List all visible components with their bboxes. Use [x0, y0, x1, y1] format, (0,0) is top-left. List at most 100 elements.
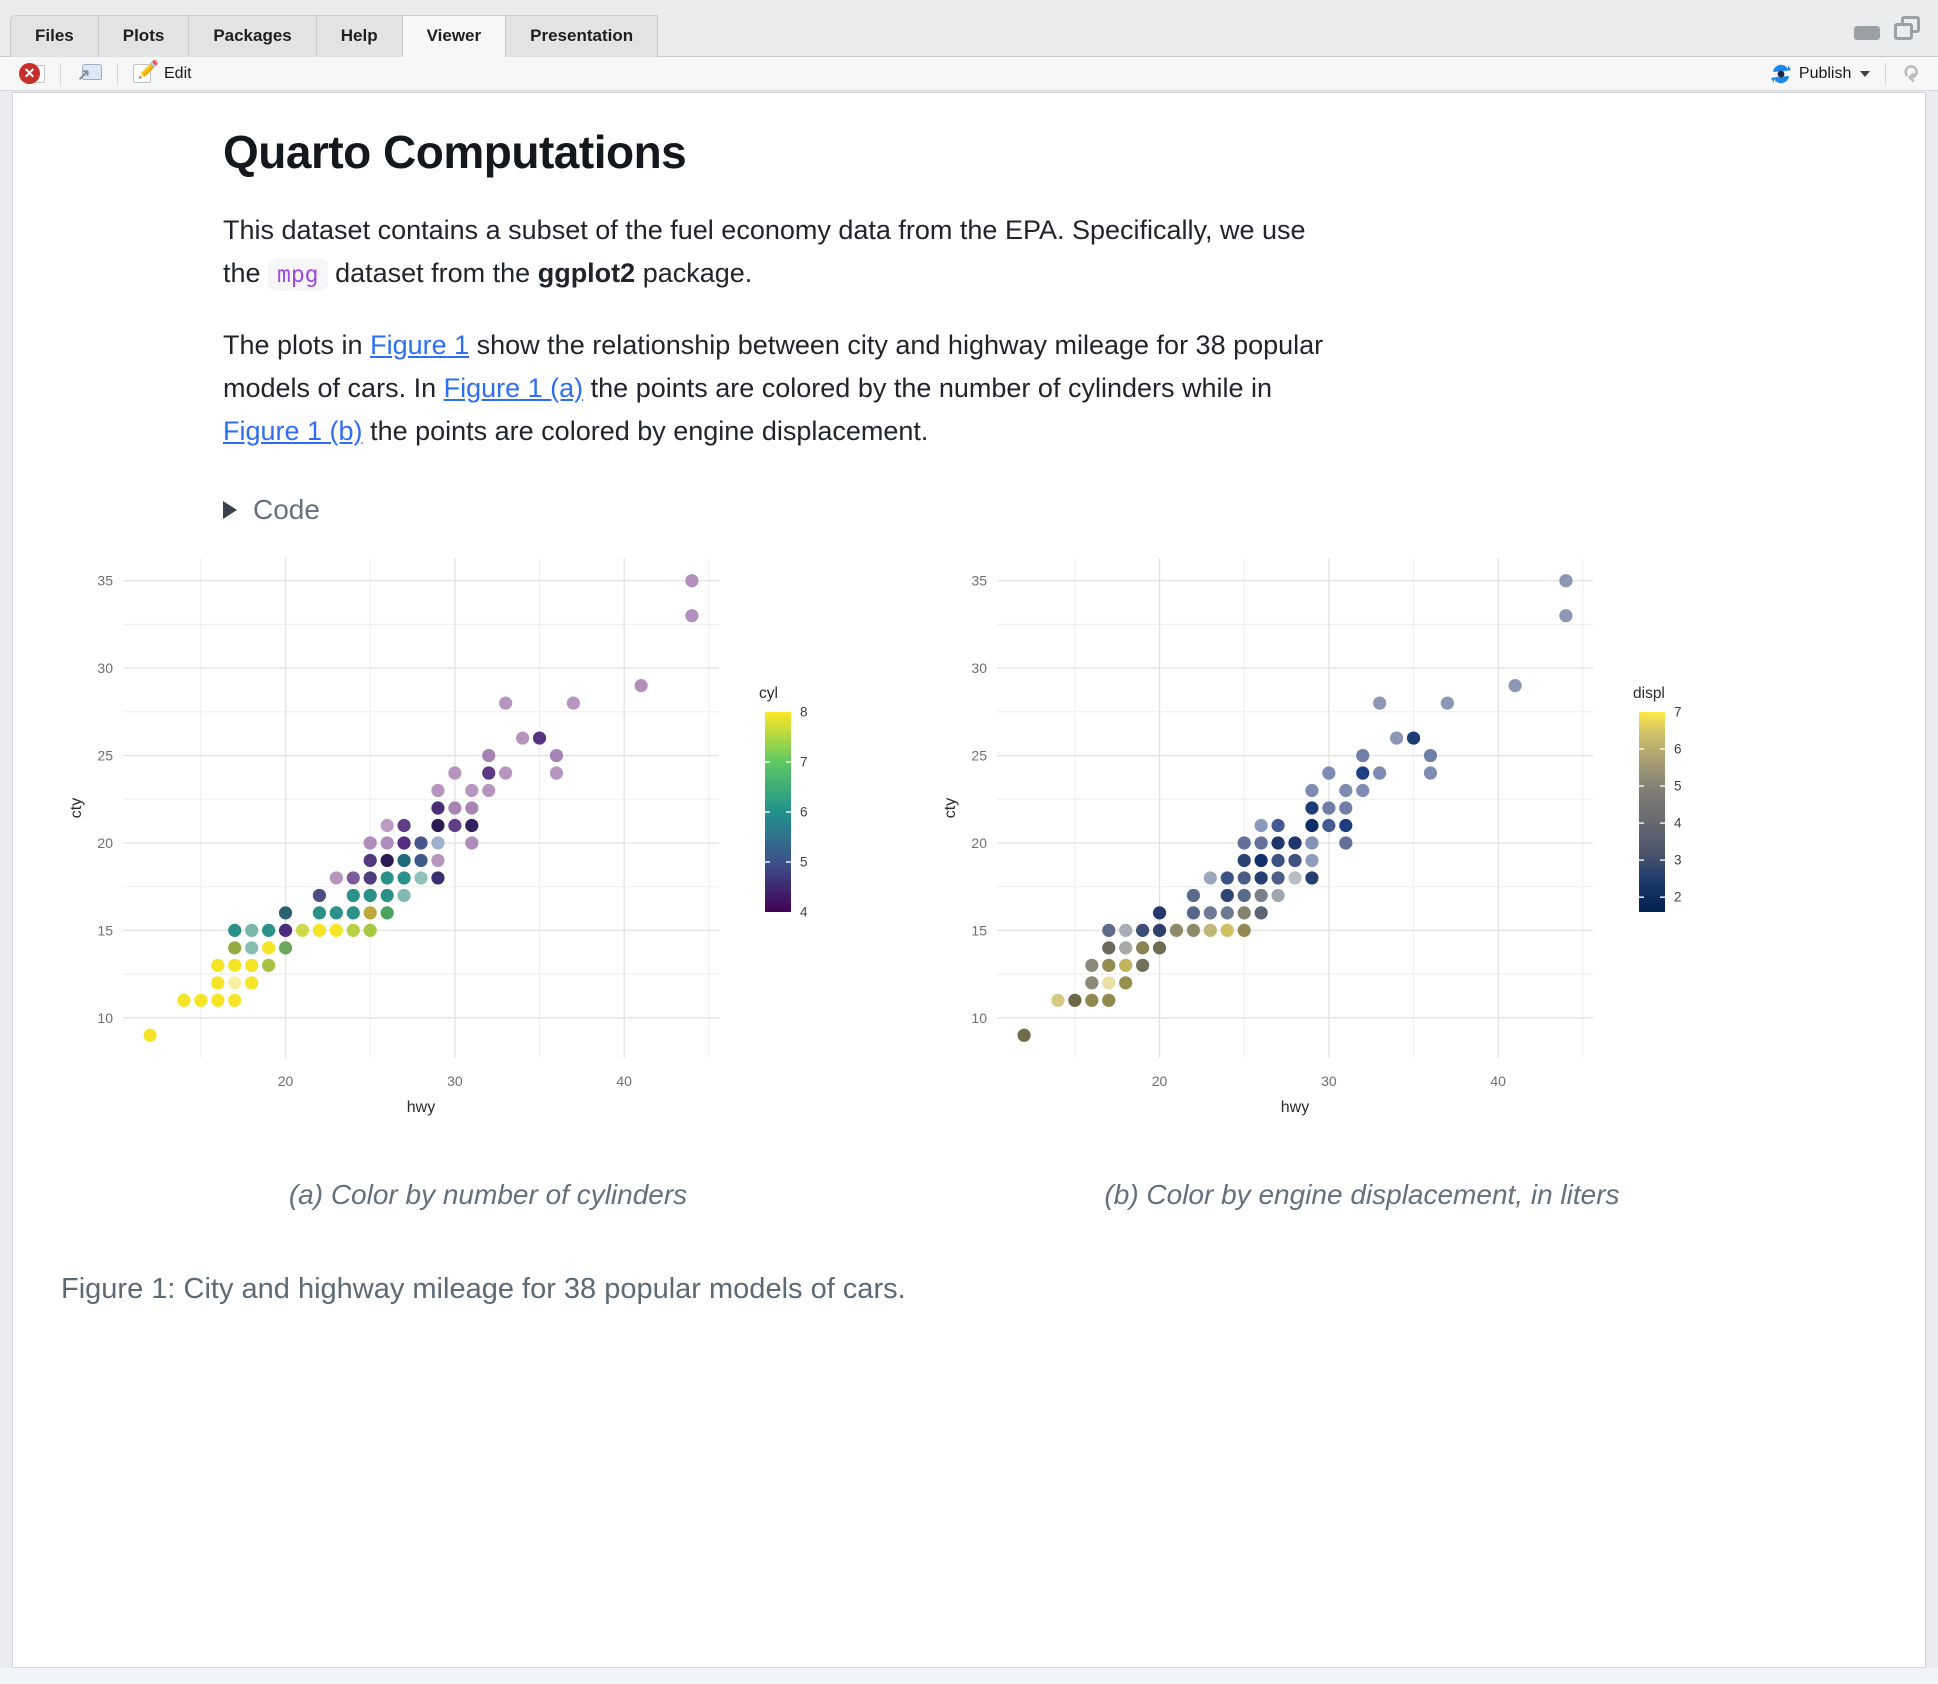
maximize-pane-icon[interactable]	[1894, 16, 1920, 40]
data-point	[1102, 993, 1116, 1008]
data-point	[1186, 906, 1201, 920]
data-point	[1288, 854, 1302, 868]
data-point	[1254, 871, 1268, 885]
publish-label: Publish	[1798, 64, 1852, 82]
publish-icon	[1770, 64, 1791, 83]
data-point	[380, 836, 394, 850]
data-point	[685, 574, 699, 588]
data-point	[1119, 976, 1133, 990]
data-point	[228, 924, 242, 938]
data-point	[414, 854, 428, 868]
legend-tick-label: 5	[800, 855, 808, 870]
data-point	[1220, 924, 1234, 938]
figure-1-caption: Figure 1: City and highway mileage for 3…	[61, 1273, 906, 1306]
subfigure-a-caption: (a) Color by number of cylinders	[288, 1179, 688, 1211]
svg-text:25: 25	[97, 748, 113, 764]
toolbar-separator	[1885, 62, 1887, 85]
svg-text:20: 20	[971, 835, 987, 851]
data-point	[346, 889, 360, 903]
data-point	[363, 889, 377, 903]
edit-pencil-icon: ✏️	[133, 60, 159, 85]
data-point	[1305, 854, 1319, 868]
data-point	[465, 801, 479, 815]
toolbar-separator	[60, 62, 61, 85]
data-point	[245, 976, 259, 990]
figure-link[interactable]: Figure 1 (b)	[223, 415, 363, 446]
legend-tick-label: 6	[1674, 742, 1682, 757]
tab-files[interactable]: Files	[10, 15, 99, 57]
data-point	[1102, 924, 1116, 938]
data-point	[1136, 924, 1150, 938]
data-point	[1119, 959, 1133, 973]
tab-plots[interactable]: Plots	[98, 15, 190, 57]
data-points	[143, 574, 699, 1043]
data-point	[380, 854, 394, 868]
data-point	[1305, 801, 1319, 815]
data-point	[1152, 924, 1167, 938]
page-title: Quarto Computations	[223, 126, 687, 178]
data-point	[465, 836, 479, 850]
tab-viewer[interactable]: Viewer	[402, 15, 507, 58]
toolbar-separator	[117, 62, 118, 85]
clear-viewer-button[interactable]: ✕	[14, 61, 50, 87]
legend-tick-label: 5	[1674, 779, 1682, 794]
quarto-document: Quarto Computations This dataset contain…	[13, 93, 1925, 1306]
tab-packages[interactable]: Packages	[189, 15, 317, 57]
svg-text:10: 10	[97, 1010, 113, 1026]
data-point	[1102, 941, 1116, 955]
tab-presentation[interactable]: Presentation	[506, 15, 659, 57]
data-point	[1389, 731, 1404, 745]
data-point	[685, 609, 699, 623]
gridlines	[997, 558, 1593, 1059]
refresh-button[interactable]: ⟳	[1896, 59, 1924, 88]
svg-text:15: 15	[97, 923, 113, 939]
publish-dropdown-caret[interactable]	[1860, 70, 1871, 77]
viewer-toolbar: ✕ ↗ ✏️ Edit Publish	[0, 57, 1938, 91]
data-point	[329, 871, 343, 885]
data-point	[245, 941, 259, 955]
legend-tick-label: 7	[800, 755, 808, 770]
data-point	[1220, 871, 1234, 885]
data-point	[1254, 836, 1268, 850]
data-point	[1220, 906, 1234, 920]
data-point	[1271, 871, 1285, 885]
data-point	[532, 731, 547, 745]
data-point	[482, 766, 496, 780]
data-point	[1254, 854, 1268, 868]
data-point	[228, 993, 242, 1008]
figure-link[interactable]: Figure 1 (a)	[443, 372, 584, 403]
data-point	[1322, 801, 1336, 815]
data-point	[1322, 819, 1336, 833]
publish-button[interactable]: Publish	[1765, 61, 1875, 87]
figure-link[interactable]: Figure 1	[370, 330, 470, 361]
data-point	[448, 801, 462, 815]
data-point	[414, 871, 428, 885]
data-point	[194, 993, 208, 1008]
clear-viewer-icon: ✕	[19, 62, 45, 85]
refresh-icon: ⟳	[1898, 64, 1922, 83]
data-point	[1406, 731, 1421, 745]
data-point	[397, 871, 411, 885]
data-point	[1220, 889, 1234, 903]
tab-help[interactable]: Help	[316, 15, 403, 57]
edit-button[interactable]: ✏️ Edit	[128, 60, 197, 87]
code-fold-toggle[interactable]: Code	[223, 494, 1925, 526]
open-in-new-window-button[interactable]: ↗	[71, 61, 107, 87]
data-points	[1017, 574, 1573, 1043]
pane-window-controls	[1854, 16, 1920, 40]
pane-tabbar: Files Plots Packages Help Viewer Present…	[0, 0, 1938, 58]
data-point	[1152, 906, 1167, 920]
axis-labels: 10 15 20 25 30 35 20 30 40 hwy cty	[68, 573, 632, 1116]
data-point	[312, 889, 327, 903]
data-point	[1017, 1028, 1031, 1043]
pane-tabs: Files Plots Packages Help Viewer Present…	[10, 15, 659, 58]
data-point	[380, 819, 394, 833]
data-point	[1322, 766, 1336, 780]
svg-text:25: 25	[971, 748, 987, 764]
data-point	[414, 836, 428, 850]
minimize-pane-icon[interactable]	[1854, 26, 1880, 40]
data-point	[1119, 924, 1133, 938]
data-point	[515, 731, 530, 745]
text-run: This dataset contains a subset of the fu…	[223, 215, 1306, 288]
